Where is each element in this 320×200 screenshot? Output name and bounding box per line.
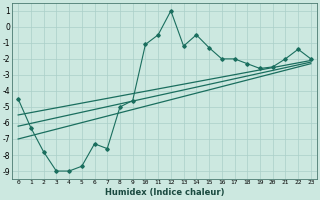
- X-axis label: Humidex (Indice chaleur): Humidex (Indice chaleur): [105, 188, 224, 197]
